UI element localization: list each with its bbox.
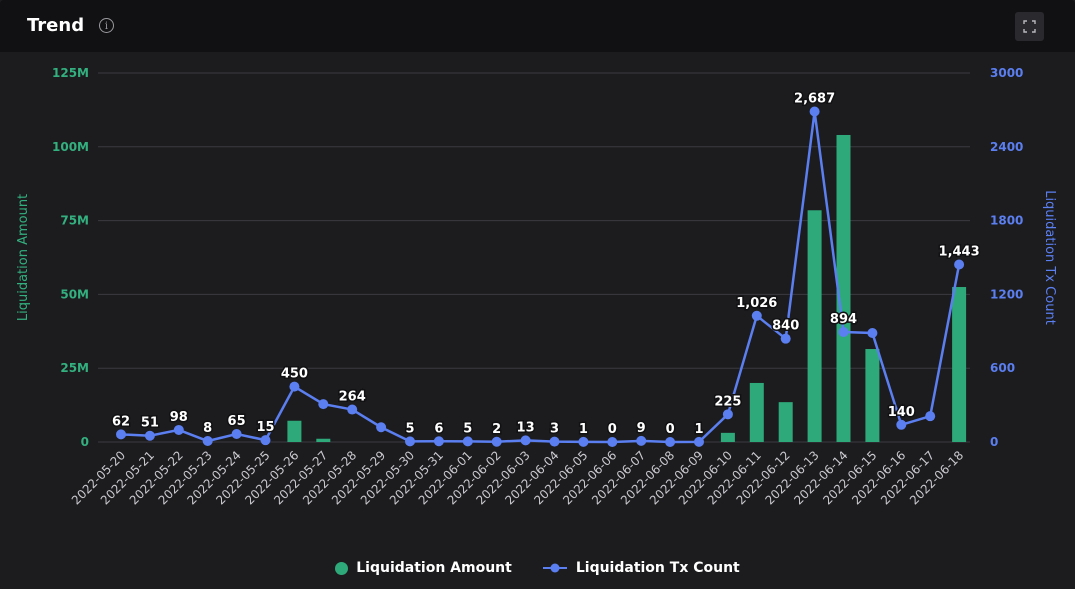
point-liquidation-tx-count[interactable] — [347, 404, 358, 415]
left-axis-tick-label: 75M — [60, 214, 89, 228]
legend-label-liquidation-amount: Liquidation Amount — [356, 560, 512, 576]
data-label: 6 — [434, 421, 443, 436]
data-label: 9 — [637, 421, 646, 436]
info-icon[interactable]: i — [99, 18, 114, 33]
data-label: 13 — [517, 420, 535, 435]
data-label: 1 — [579, 422, 588, 437]
point-liquidation-tx-count[interactable] — [405, 436, 415, 447]
series-line-liquidation-tx-count — [120, 111, 961, 444]
point-liquidation-tx-count[interactable] — [202, 436, 213, 447]
legend-label-liquidation-tx-count: Liquidation Tx Count — [575, 560, 740, 576]
expand-icon — [1023, 20, 1036, 33]
data-label: 894 — [830, 312, 857, 327]
bar-liquidation-amount[interactable] — [952, 287, 967, 442]
point-liquidation-tx-count[interactable] — [722, 409, 733, 420]
data-label: 65 — [228, 414, 246, 429]
right-axis-tick-label: 3000 — [990, 66, 1023, 80]
data-label: 62 — [112, 414, 130, 429]
fullscreen-button[interactable] — [1015, 12, 1044, 41]
right-axis-tick-label: 1800 — [990, 214, 1023, 228]
data-label: 5 — [405, 421, 414, 436]
right-axis-tick-label: 2400 — [990, 140, 1023, 154]
chart-legend: Liquidation Amount Liquidation Tx Count — [0, 556, 1075, 580]
data-label: 450 — [281, 367, 308, 382]
data-label: 1,026 — [736, 296, 777, 311]
bar-liquidation-amount[interactable] — [836, 134, 851, 442]
data-label: 98 — [170, 410, 188, 425]
point-liquidation-tx-count[interactable] — [925, 411, 936, 422]
left-axis-title: Liquidation Amount — [16, 194, 31, 321]
point-liquidation-tx-count[interactable] — [809, 106, 820, 117]
card-title: Trend — [27, 15, 85, 36]
point-liquidation-tx-count[interactable] — [433, 436, 444, 447]
point-liquidation-tx-count[interactable] — [260, 435, 271, 446]
right-axis-tick-label: 1200 — [990, 287, 1023, 301]
point-liquidation-tx-count[interactable] — [578, 436, 589, 447]
card-header: Trend i — [0, 0, 1075, 52]
legend-item-liquidation-tx-count[interactable]: Liquidation Tx Count — [542, 560, 740, 576]
point-liquidation-tx-count[interactable] — [954, 259, 965, 270]
bar-liquidation-amount[interactable] — [807, 210, 822, 442]
point-liquidation-tx-count[interactable] — [376, 422, 387, 433]
left-axis-tick-label: 0 — [81, 435, 89, 449]
left-axis-tick-label: 100M — [52, 140, 89, 154]
right-axis-tick-label: 600 — [990, 361, 1015, 375]
data-label: 1,443 — [939, 245, 980, 260]
point-liquidation-tx-count[interactable] — [231, 429, 242, 440]
point-liquidation-tx-count[interactable] — [116, 429, 126, 440]
point-liquidation-tx-count[interactable] — [751, 310, 762, 321]
point-liquidation-tx-count[interactable] — [838, 327, 849, 338]
point-liquidation-tx-count[interactable] — [694, 436, 704, 447]
data-label: 0 — [666, 422, 675, 437]
point-liquidation-tx-count[interactable] — [173, 424, 184, 435]
right-axis-title: Liquidation Tx Count — [1042, 190, 1057, 325]
bar-liquidation-amount[interactable] — [749, 382, 764, 442]
data-label: 8 — [203, 421, 212, 436]
data-label: 15 — [256, 420, 274, 435]
data-label: 1 — [694, 422, 703, 437]
right-axis-tick-label: 0 — [990, 435, 998, 449]
data-label: 264 — [339, 390, 366, 405]
point-liquidation-tx-count[interactable] — [780, 333, 791, 344]
point-liquidation-tx-count[interactable] — [636, 435, 647, 446]
data-label: 5 — [463, 421, 472, 436]
point-liquidation-tx-count[interactable] — [289, 381, 300, 392]
data-label: 840 — [772, 319, 799, 334]
left-axis-tick-label: 25M — [60, 361, 89, 375]
left-axis-tick-label: 125M — [52, 66, 89, 80]
point-liquidation-tx-count[interactable] — [607, 437, 618, 447]
point-liquidation-tx-count[interactable] — [520, 435, 531, 446]
point-liquidation-tx-count[interactable] — [462, 436, 473, 447]
bar-liquidation-amount[interactable] — [316, 438, 331, 442]
bar-liquidation-amount[interactable] — [720, 432, 735, 442]
data-label: 225 — [714, 394, 741, 409]
left-axis-tick-label: 50M — [60, 287, 89, 301]
data-label: 2 — [492, 422, 501, 437]
point-liquidation-tx-count[interactable] — [318, 399, 329, 410]
data-label: 3 — [550, 422, 559, 437]
point-liquidation-tx-count[interactable] — [665, 437, 676, 447]
legend-item-liquidation-amount[interactable]: Liquidation Amount — [335, 560, 512, 576]
legend-bar-swatch — [335, 561, 349, 575]
bar-liquidation-amount[interactable] — [287, 420, 302, 442]
point-liquidation-tx-count[interactable] — [867, 328, 878, 339]
point-liquidation-tx-count[interactable] — [549, 436, 560, 447]
point-liquidation-tx-count[interactable] — [896, 419, 907, 430]
data-label: 140 — [888, 405, 915, 420]
legend-line-swatch — [542, 563, 567, 573]
data-label: 2,687 — [794, 91, 835, 106]
point-liquidation-tx-count[interactable] — [144, 430, 155, 441]
data-label: 0 — [608, 422, 617, 437]
point-liquidation-tx-count[interactable] — [491, 436, 502, 447]
data-label: 51 — [141, 416, 159, 431]
bar-liquidation-amount[interactable] — [778, 402, 793, 442]
bar-liquidation-amount[interactable] — [865, 349, 880, 442]
